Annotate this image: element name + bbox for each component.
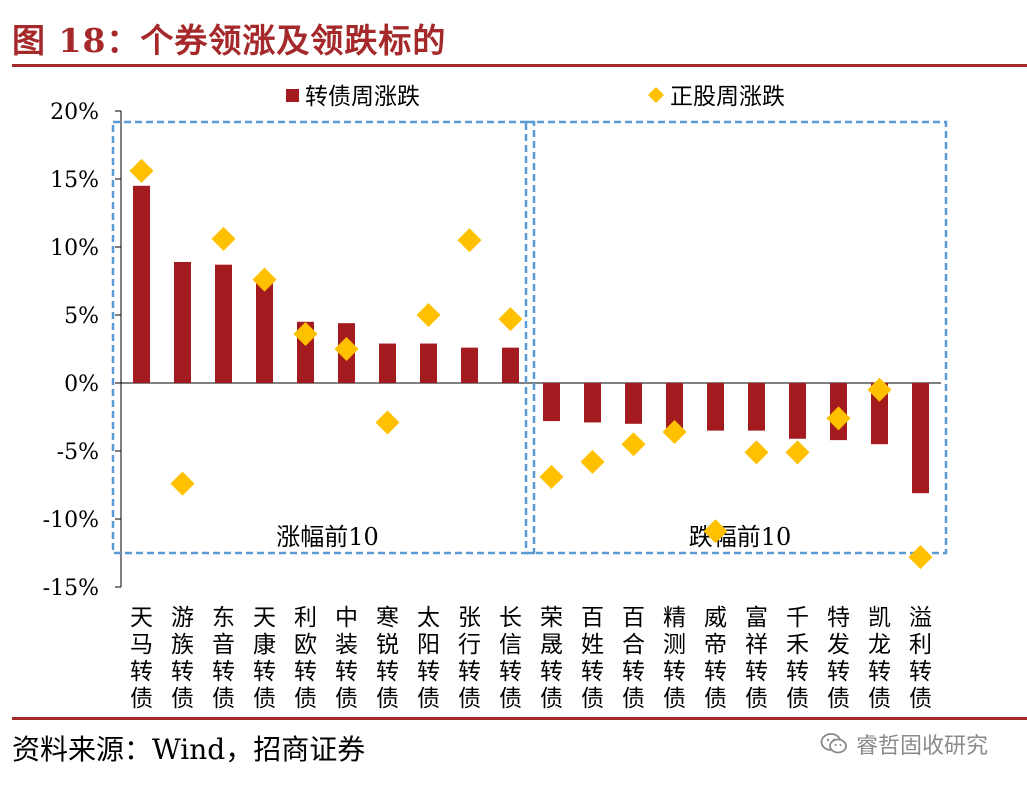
point-正股周涨跌 [252, 267, 277, 292]
y-tick-label: -10% [43, 508, 99, 533]
point-正股周涨跌 [908, 545, 933, 570]
point-正股周涨跌 [662, 419, 687, 444]
group-label: 涨幅前10 [276, 523, 379, 551]
source-rule [12, 717, 1027, 720]
bar-转债周涨跌 [707, 383, 724, 431]
y-tick-label: 20% [50, 100, 99, 125]
x-tick-label: 长信转债 [499, 605, 522, 712]
legend-label-bar: 转债周涨跌 [305, 84, 420, 110]
x-tick-label: 溢利转债 [909, 605, 932, 712]
bar-转债周涨跌 [461, 347, 478, 383]
bar-转债周涨跌 [502, 347, 519, 383]
title-rule [12, 64, 1027, 67]
y-tick-label: -15% [43, 576, 99, 601]
point-正股周涨跌 [170, 471, 195, 496]
bar-转债周涨跌 [256, 279, 273, 383]
point-正股周涨跌 [375, 410, 400, 435]
bar-转债周涨跌 [133, 185, 150, 383]
bar-转债周涨跌 [625, 383, 642, 424]
x-tick-label: 寒锐转债 [376, 605, 399, 712]
point-正股周涨跌 [416, 303, 441, 327]
x-tick-label: 张行转债 [458, 605, 481, 712]
point-正股周涨跌 [211, 226, 236, 251]
point-正股周涨跌 [621, 432, 646, 457]
x-tick-label: 精测转债 [663, 605, 686, 712]
figure-title: 图 18：个券领涨及领跌标的 [12, 21, 447, 60]
x-tick-label: 东音转债 [212, 605, 235, 712]
x-tick-label: 天康转债 [253, 605, 276, 712]
point-正股周涨跌 [293, 322, 318, 347]
x-tick-label: 天马转债 [130, 605, 153, 712]
legend-diamond-marker [648, 87, 664, 103]
point-正股周涨跌 [334, 337, 359, 361]
y-tick-label: 15% [50, 168, 99, 193]
group-box [111, 120, 536, 555]
bar-转债周涨跌 [174, 261, 191, 383]
point-正股周涨跌 [498, 307, 523, 332]
point-正股周涨跌 [457, 228, 482, 253]
bar-转债周涨跌 [789, 383, 806, 439]
x-tick-label: 富祥转债 [745, 605, 768, 712]
point-正股周涨跌 [867, 377, 892, 402]
y-tick-label: 10% [50, 236, 99, 261]
bar-转债周涨跌 [871, 383, 888, 445]
group-box [524, 120, 948, 555]
y-tick-label: 0% [64, 372, 99, 397]
point-正股周涨跌 [744, 440, 769, 465]
group-label: 跌幅前10 [689, 523, 792, 551]
point-正股周涨跌 [703, 519, 728, 544]
x-tick-label: 特发转债 [827, 605, 850, 712]
x-tick-label: 荣晟转债 [540, 605, 563, 712]
watermark: 睿哲固收研究 [820, 728, 988, 760]
point-正股周涨跌 [580, 449, 605, 474]
watermark-text: 睿哲固收研究 [856, 734, 989, 759]
bar-转债周涨跌 [379, 343, 396, 383]
point-正股周涨跌 [785, 440, 810, 465]
bar-转债周涨跌 [666, 383, 683, 432]
bar-转债周涨跌 [912, 383, 929, 494]
x-tick-label: 凯龙转债 [868, 605, 891, 712]
bar-转债周涨跌 [748, 383, 765, 431]
bar-转债周涨跌 [584, 383, 601, 423]
x-tick-label: 百姓转债 [581, 605, 604, 712]
x-tick-label: 中装转债 [335, 605, 358, 712]
wechat-icon [820, 733, 847, 754]
x-tick-label: 威帝转债 [704, 605, 727, 712]
source-note: 资料来源：Wind，招商证券 [12, 733, 366, 766]
x-tick-label: 百合转债 [622, 605, 645, 712]
y-tick-label: 5% [64, 304, 99, 329]
point-正股周涨跌 [129, 158, 154, 183]
x-tick-label: 千禾转债 [786, 605, 809, 712]
legend-bar-marker [286, 89, 299, 102]
x-tick-label: 游族转债 [171, 605, 194, 712]
bar-转债周涨跌 [543, 383, 560, 422]
point-正股周涨跌 [826, 406, 851, 431]
bar-转债周涨跌 [420, 343, 437, 383]
x-tick-label: 利欧转债 [294, 605, 317, 712]
point-正股周涨跌 [539, 464, 564, 489]
x-tick-label: 太阳转债 [417, 605, 440, 712]
y-tick-label: -5% [57, 440, 99, 465]
legend-label-diamond: 正股周涨跌 [670, 84, 785, 110]
bar-转债周涨跌 [215, 264, 232, 383]
